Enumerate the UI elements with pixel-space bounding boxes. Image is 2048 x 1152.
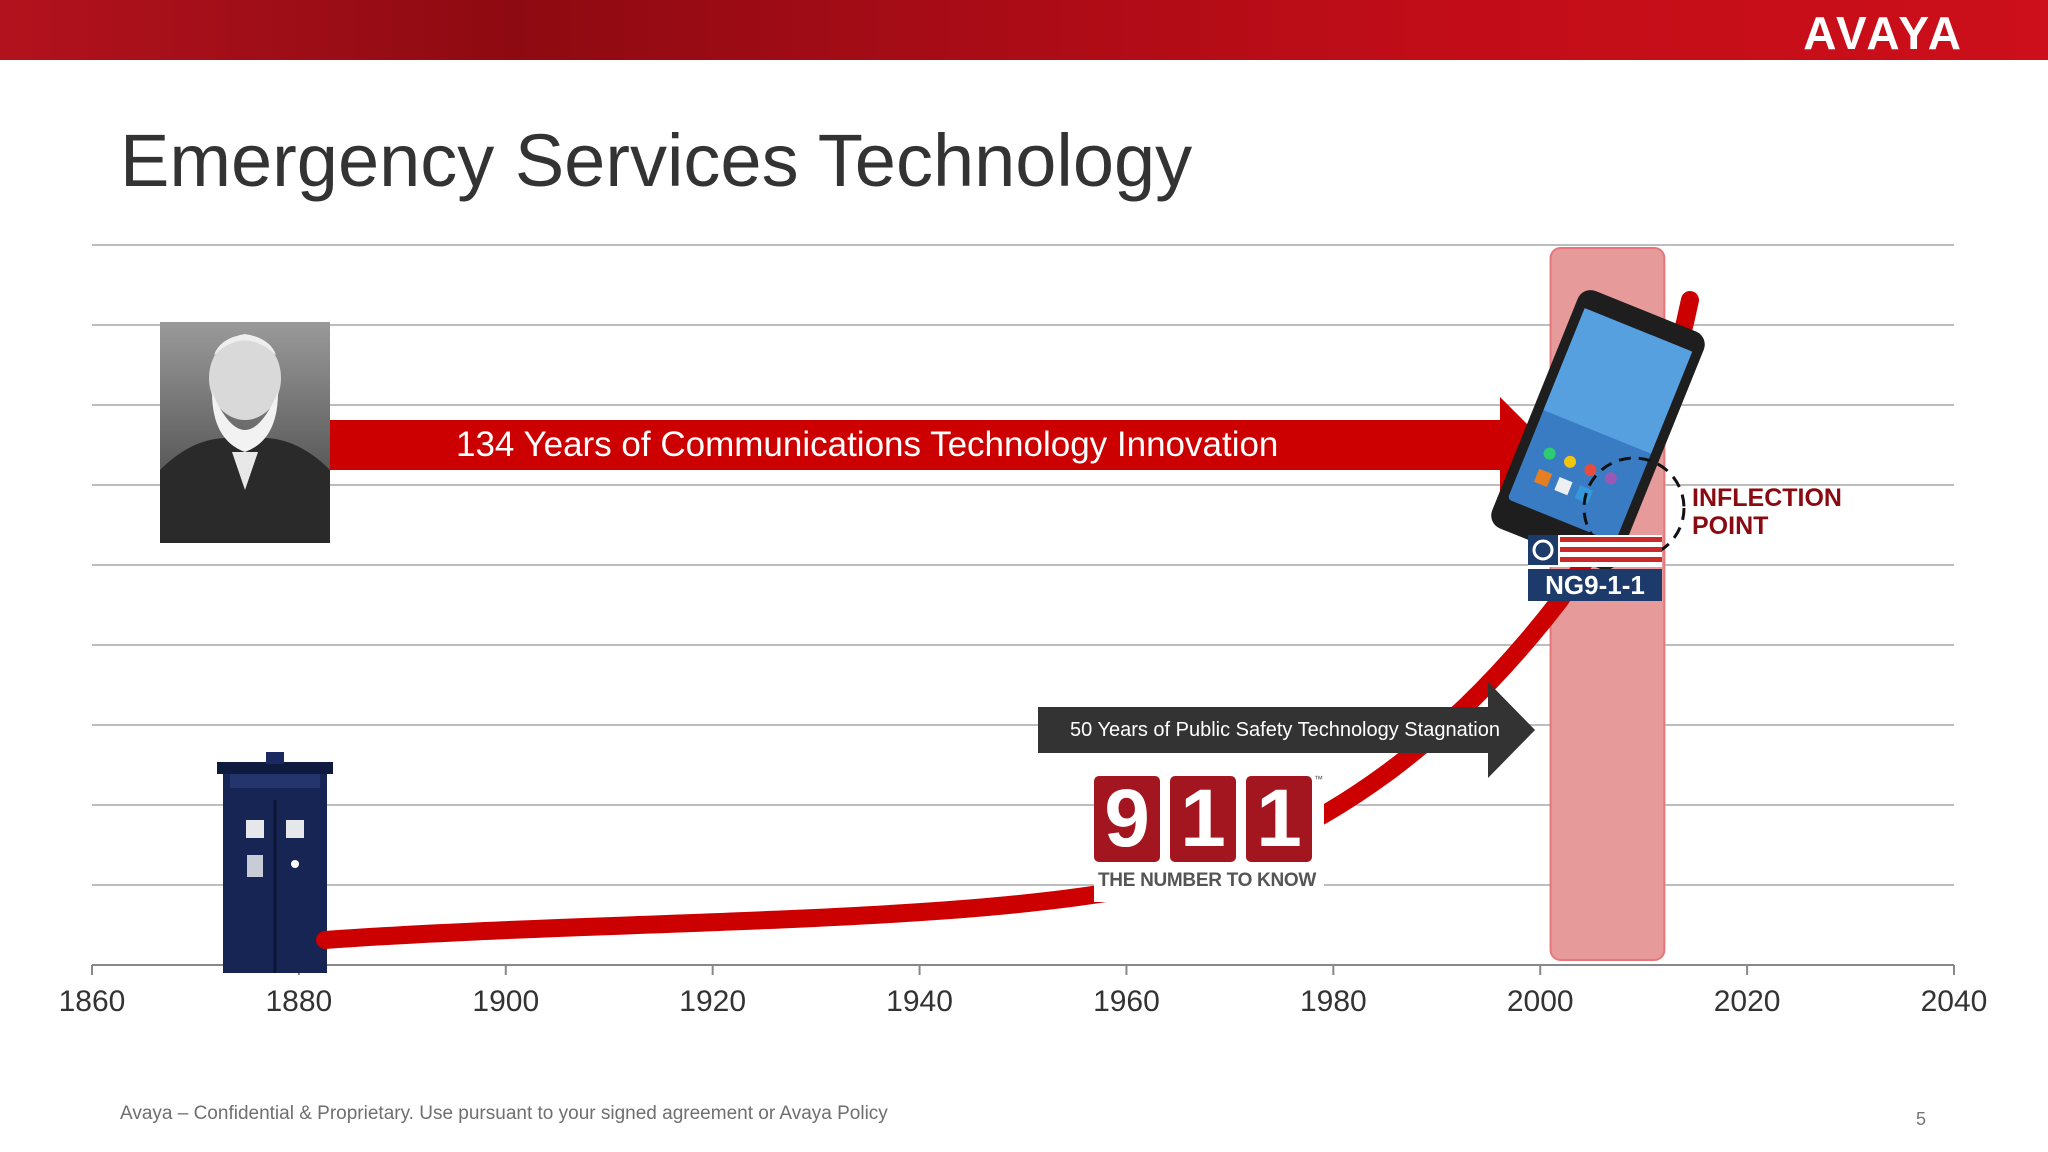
bell-portrait-image <box>160 322 330 543</box>
x-tick-label-1960: 1960 <box>1093 985 1160 1018</box>
innovation-arrow <box>330 397 1548 492</box>
header-bar: AVAYA <box>0 0 2048 60</box>
inflection-label-line2: POINT <box>1692 512 1769 540</box>
ng911-label: NG9-1-1 <box>1528 569 1662 601</box>
x-tick-label-1940: 1940 <box>886 985 953 1018</box>
stagnation-arrow <box>1038 682 1535 778</box>
police-box-image <box>217 752 333 973</box>
inflection-label-line1: INFLECTION <box>1692 484 1842 512</box>
digit-one-first: 1 <box>1170 776 1236 862</box>
x-tick-label-2040: 2040 <box>1921 985 1988 1018</box>
digit-one-second: 1 <box>1246 776 1312 862</box>
ng911-logo: NG9-1-1 <box>1526 533 1664 603</box>
page-number: 5 <box>1916 1109 1927 1129</box>
inflection-label: INFLECTION POINT <box>1692 484 1842 540</box>
x-tick-label-2000: 2000 <box>1507 985 1574 1018</box>
badge-tagline: THE NUMBER TO KNOW <box>1097 870 1317 891</box>
x-tick-label-1920: 1920 <box>679 985 746 1018</box>
x-tick-label-1980: 1980 <box>1300 985 1367 1018</box>
inflection-point-marker <box>1582 456 1686 560</box>
x-tick-label-1860: 1860 <box>59 985 126 1018</box>
stagnation-banner-text: 50 Years of Public Safety Technology Sta… <box>1070 719 1500 741</box>
slide-title: Emergency Services Technology <box>120 119 1193 202</box>
x-axis-ticks: 1860 1880 1900 1920 1940 1960 1980 2000 2020 2040 <box>59 965 1988 1018</box>
badge-911: 9 1 1 ™ THE NUMBER TO KNOW <box>1094 774 1324 902</box>
x-tick-label-1880: 1880 <box>266 985 333 1018</box>
ng911-flag-icon <box>1528 535 1662 567</box>
trademark-symbol: ™ <box>1314 774 1323 784</box>
digit-nine: 9 <box>1094 776 1160 862</box>
x-tick-label-1900: 1900 <box>472 985 539 1018</box>
innovation-banner-text: 134 Years of Communications Technology I… <box>456 425 1279 464</box>
footer-confidential: Avaya – Confidential & Proprietary. Use … <box>120 1103 888 1124</box>
avaya-logo: AVAYA <box>1803 7 1964 59</box>
smartphone-image <box>1491 290 1705 570</box>
technology-growth-curve <box>316 291 1699 949</box>
x-tick-label-2020: 2020 <box>1714 985 1781 1018</box>
